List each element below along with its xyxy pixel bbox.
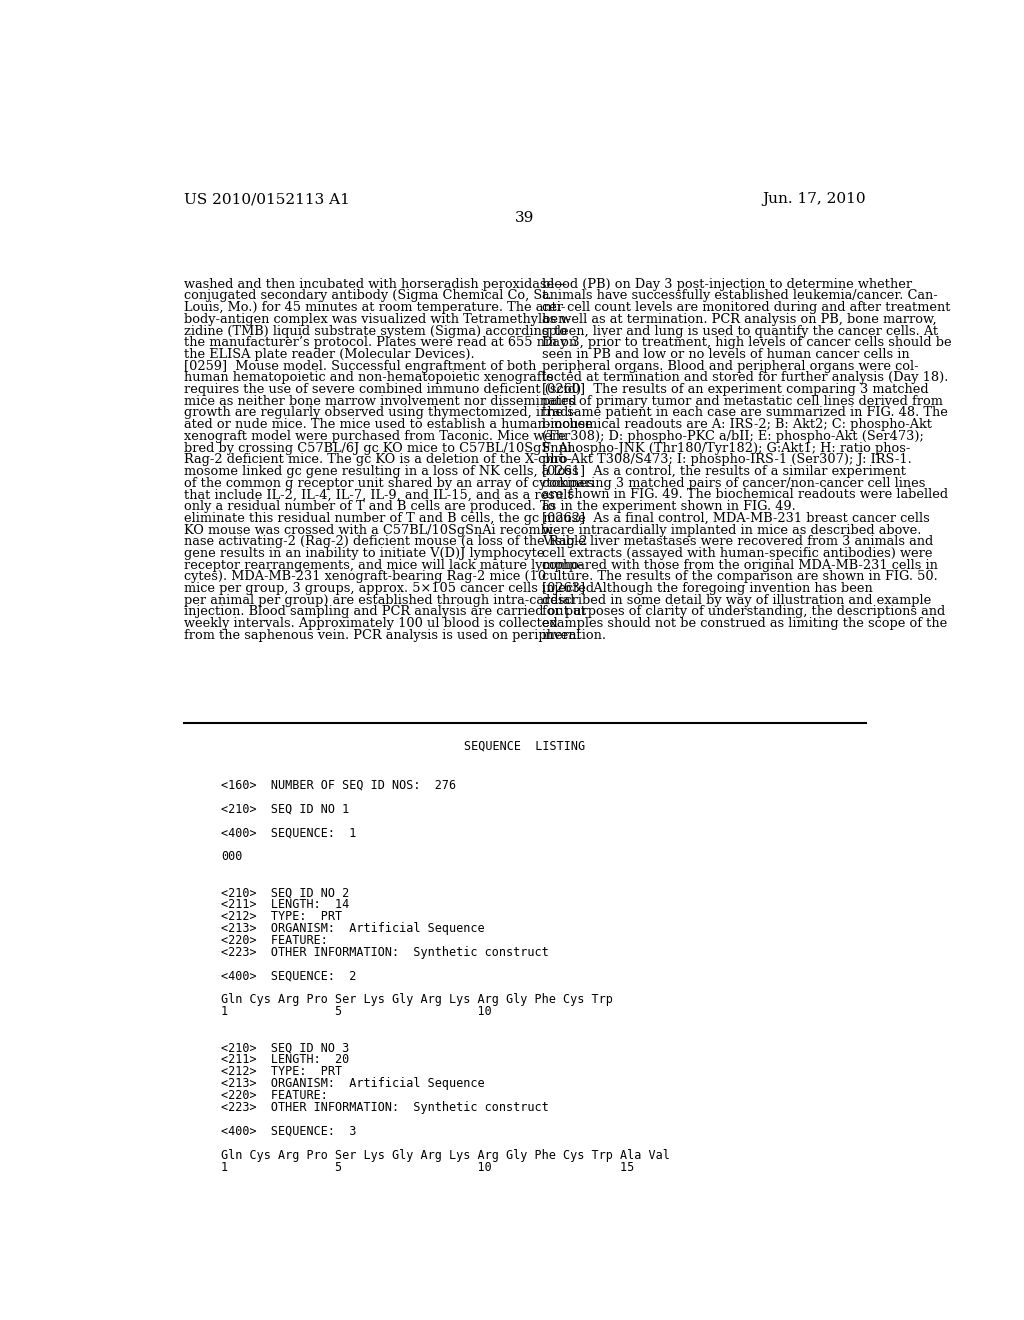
Text: pairs of primary tumor and metastatic cell lines derived from: pairs of primary tumor and metastatic ce… — [542, 395, 943, 408]
Text: invention.: invention. — [542, 628, 607, 642]
Text: comparing 3 matched pairs of cancer/non-cancer cell lines: comparing 3 matched pairs of cancer/non-… — [542, 477, 926, 490]
Text: US 2010/0152113 A1: US 2010/0152113 A1 — [183, 193, 349, 206]
Text: human hematopoietic and non-hematopoietic xenografts: human hematopoietic and non-hematopoieti… — [183, 371, 553, 384]
Text: <211>  LENGTH:  20: <211> LENGTH: 20 — [221, 1053, 349, 1067]
Text: <213>  ORGANISM:  Artificial Sequence: <213> ORGANISM: Artificial Sequence — [221, 1077, 484, 1090]
Text: spleen, liver and lung is used to quantify the cancer cells. At: spleen, liver and lung is used to quanti… — [542, 325, 938, 338]
Text: conjugated secondary antibody (Sigma Chemical Co, St.: conjugated secondary antibody (Sigma Che… — [183, 289, 552, 302]
Text: mosome linked gc gene resulting in a loss of NK cells, a loss: mosome linked gc gene resulting in a los… — [183, 465, 579, 478]
Text: xenograft model were purchased from Taconic. Mice were: xenograft model were purchased from Taco… — [183, 430, 565, 444]
Text: [0262]  As a final control, MDA-MB-231 breast cancer cells: [0262] As a final control, MDA-MB-231 br… — [542, 512, 930, 525]
Text: 39: 39 — [515, 211, 535, 224]
Text: <223>  OTHER INFORMATION:  Synthetic construct: <223> OTHER INFORMATION: Synthetic const… — [221, 1101, 549, 1114]
Text: nase activating-2 (Rag-2) deficient mouse (a loss of the Rag-2: nase activating-2 (Rag-2) deficient mous… — [183, 535, 588, 548]
Text: <223>  OTHER INFORMATION:  Synthetic construct: <223> OTHER INFORMATION: Synthetic const… — [221, 945, 549, 958]
Text: zidine (TMB) liquid substrate system (Sigma) according to: zidine (TMB) liquid substrate system (Si… — [183, 325, 567, 338]
Text: [0263]  Although the foregoing invention has been: [0263] Although the foregoing invention … — [542, 582, 872, 595]
Text: compared with those from the original MDA-MB-231 cells in: compared with those from the original MD… — [542, 558, 938, 572]
Text: blood (PB) on Day 3 post-injection to determine whether: blood (PB) on Day 3 post-injection to de… — [542, 277, 912, 290]
Text: SEQUENCE  LISTING: SEQUENCE LISTING — [464, 739, 586, 752]
Text: pho-Akt T308/S473; I: phospho-IRS-1 (Ser307); J: IRS-1.: pho-Akt T308/S473; I: phospho-IRS-1 (Ser… — [542, 453, 911, 466]
Text: bred by crossing C57BL/6J gc KO mice to C57BL/10SgSnAi: bred by crossing C57BL/6J gc KO mice to … — [183, 442, 571, 454]
Text: <212>  TYPE:  PRT: <212> TYPE: PRT — [221, 909, 342, 923]
Text: [0259]  Mouse model. Successful engraftment of both: [0259] Mouse model. Successful engraftme… — [183, 359, 537, 372]
Text: washed and then incubated with horseradish peroxidase—: washed and then incubated with horseradi… — [183, 277, 567, 290]
Text: examples should not be construed as limiting the scope of the: examples should not be construed as limi… — [542, 618, 947, 630]
Text: <210>  SEQ ID NO 2: <210> SEQ ID NO 2 — [221, 886, 349, 899]
Text: 1               5                   10: 1 5 10 — [221, 1006, 492, 1019]
Text: <213>  ORGANISM:  Artificial Sequence: <213> ORGANISM: Artificial Sequence — [221, 921, 484, 935]
Text: the ELISA plate reader (Molecular Devices).: the ELISA plate reader (Molecular Device… — [183, 348, 474, 360]
Text: [0261]  As a control, the results of a similar experiment: [0261] As a control, the results of a si… — [542, 465, 906, 478]
Text: are shown in FIG. 49. The biochemical readouts were labelled: are shown in FIG. 49. The biochemical re… — [542, 488, 948, 502]
Text: of the common g receptor unit shared by an array of cytokines: of the common g receptor unit shared by … — [183, 477, 594, 490]
Text: as well as at termination. PCR analysis on PB, bone marrow,: as well as at termination. PCR analysis … — [542, 313, 937, 326]
Text: 1               5                   10                  15: 1 5 10 15 — [221, 1160, 634, 1173]
Text: mice per group, 3 groups, approx. 5×105 cancer cells injected: mice per group, 3 groups, approx. 5×105 … — [183, 582, 594, 595]
Text: <400>  SEQUENCE:  1: <400> SEQUENCE: 1 — [221, 826, 356, 840]
Text: gene results in an inability to initiate V(D)J lymphocyte: gene results in an inability to initiate… — [183, 546, 545, 560]
Text: KO mouse was crossed with a C57BL/10SgSnAi recombi-: KO mouse was crossed with a C57BL/10SgSn… — [183, 524, 557, 536]
Text: <211>  LENGTH:  14: <211> LENGTH: 14 — [221, 898, 349, 911]
Text: cer cell count levels are monitored during and after treatment: cer cell count levels are monitored duri… — [542, 301, 950, 314]
Text: were intracardially implanted in mice as described above.: were intracardially implanted in mice as… — [542, 524, 922, 536]
Text: 000: 000 — [221, 850, 243, 863]
Text: peripheral organs. Blood and peripheral organs were col-: peripheral organs. Blood and peripheral … — [542, 359, 919, 372]
Text: <212>  TYPE:  PRT: <212> TYPE: PRT — [221, 1065, 342, 1078]
Text: injection. Blood sampling and PCR analysis are carried out at: injection. Blood sampling and PCR analys… — [183, 606, 586, 619]
Text: receptor rearrangements, and mice will lack mature lympho-: receptor rearrangements, and mice will l… — [183, 558, 584, 572]
Text: described in some detail by way of illustration and example: described in some detail by way of illus… — [542, 594, 931, 607]
Text: for purposes of clarity of understanding, the descriptions and: for purposes of clarity of understanding… — [542, 606, 945, 619]
Text: ated or nude mice. The mice used to establish a human-mouse: ated or nude mice. The mice used to esta… — [183, 418, 593, 432]
Text: (Thr308); D: phospho-PKC a/bII; E: phospho-Akt (Ser473);: (Thr308); D: phospho-PKC a/bII; E: phosp… — [542, 430, 924, 444]
Text: Gln Cys Arg Pro Ser Lys Gly Arg Lys Arg Gly Phe Cys Trp: Gln Cys Arg Pro Ser Lys Gly Arg Lys Arg … — [221, 994, 613, 1006]
Text: Gln Cys Arg Pro Ser Lys Gly Arg Lys Arg Gly Phe Cys Trp Ala Val: Gln Cys Arg Pro Ser Lys Gly Arg Lys Arg … — [221, 1148, 670, 1162]
Text: Jun. 17, 2010: Jun. 17, 2010 — [762, 193, 866, 206]
Text: F: phospho-JNK (Thr180/Tyr182); G:Akt1; H: ratio phos-: F: phospho-JNK (Thr180/Tyr182); G:Akt1; … — [542, 442, 910, 454]
Text: animals have successfully established leukemia/cancer. Can-: animals have successfully established le… — [542, 289, 938, 302]
Text: <210>  SEQ ID NO 1: <210> SEQ ID NO 1 — [221, 803, 349, 816]
Text: body-antigen complex was visualized with Tetramethylben-: body-antigen complex was visualized with… — [183, 313, 570, 326]
Text: as in the experiment shown in FIG. 49.: as in the experiment shown in FIG. 49. — [542, 500, 796, 513]
Text: <220>  FEATURE:: <220> FEATURE: — [221, 933, 328, 946]
Text: <400>  SEQUENCE:  2: <400> SEQUENCE: 2 — [221, 970, 356, 982]
Text: Day 3, prior to treatment, high levels of cancer cells should be: Day 3, prior to treatment, high levels o… — [542, 337, 951, 350]
Text: that include IL-2, IL-4, IL-7, IL-9, and IL-15, and as a result: that include IL-2, IL-4, IL-7, IL-9, and… — [183, 488, 572, 502]
Text: <210>  SEQ ID NO 3: <210> SEQ ID NO 3 — [221, 1041, 349, 1055]
Text: eliminate this residual number of T and B cells, the gc mouse: eliminate this residual number of T and … — [183, 512, 586, 525]
Text: from the saphenous vein. PCR analysis is used on peripheral: from the saphenous vein. PCR analysis is… — [183, 628, 581, 642]
Text: Louis, Mo.) for 45 minutes at room temperature. The anti-: Louis, Mo.) for 45 minutes at room tempe… — [183, 301, 565, 314]
Text: <400>  SEQUENCE:  3: <400> SEQUENCE: 3 — [221, 1125, 356, 1138]
Text: culture. The results of the comparison are shown in FIG. 50.: culture. The results of the comparison a… — [542, 570, 938, 583]
Text: <220>  FEATURE:: <220> FEATURE: — [221, 1089, 328, 1102]
Text: lected at termination and stored for further analysis (Day 18).: lected at termination and stored for fur… — [542, 371, 948, 384]
Text: weekly intervals. Approximately 100 ul blood is collected: weekly intervals. Approximately 100 ul b… — [183, 618, 557, 630]
Text: per animal per group) are established through intra-cardial: per animal per group) are established th… — [183, 594, 574, 607]
Text: biochemical readouts are A: IRS-2; B: Akt2; C: phospho-Akt: biochemical readouts are A: IRS-2; B: Ak… — [542, 418, 932, 432]
Text: requires the use of severe combined immuno deficient (scid): requires the use of severe combined immu… — [183, 383, 581, 396]
Text: only a residual number of T and B cells are produced. To: only a residual number of T and B cells … — [183, 500, 555, 513]
Text: cytes). MDA-MB-231 xenograft-bearing Rag-2 mice (10: cytes). MDA-MB-231 xenograft-bearing Rag… — [183, 570, 546, 583]
Text: cell extracts (assayed with human-specific antibodies) were: cell extracts (assayed with human-specif… — [542, 546, 932, 560]
Text: seen in PB and low or no levels of human cancer cells in: seen in PB and low or no levels of human… — [542, 348, 909, 360]
Text: the manufacturer’s protocol. Plates were read at 655 nm on: the manufacturer’s protocol. Plates were… — [183, 337, 577, 350]
Text: growth are regularly observed using thymectomized, irradi-: growth are regularly observed using thym… — [183, 407, 577, 420]
Text: the same patient in each case are summarized in FIG. 48. The: the same patient in each case are summar… — [542, 407, 948, 420]
Text: mice as neither bone marrow involvement nor disseminated: mice as neither bone marrow involvement … — [183, 395, 577, 408]
Text: <160>  NUMBER OF SEQ ID NOS:  276: <160> NUMBER OF SEQ ID NOS: 276 — [221, 779, 456, 792]
Text: [0260]  The results of an experiment comparing 3 matched: [0260] The results of an experiment comp… — [542, 383, 929, 396]
Text: Visible liver metastases were recovered from 3 animals and: Visible liver metastases were recovered … — [542, 535, 933, 548]
Text: Rag-2 deficient mice. The gc KO is a deletion of the X-chro-: Rag-2 deficient mice. The gc KO is a del… — [183, 453, 571, 466]
